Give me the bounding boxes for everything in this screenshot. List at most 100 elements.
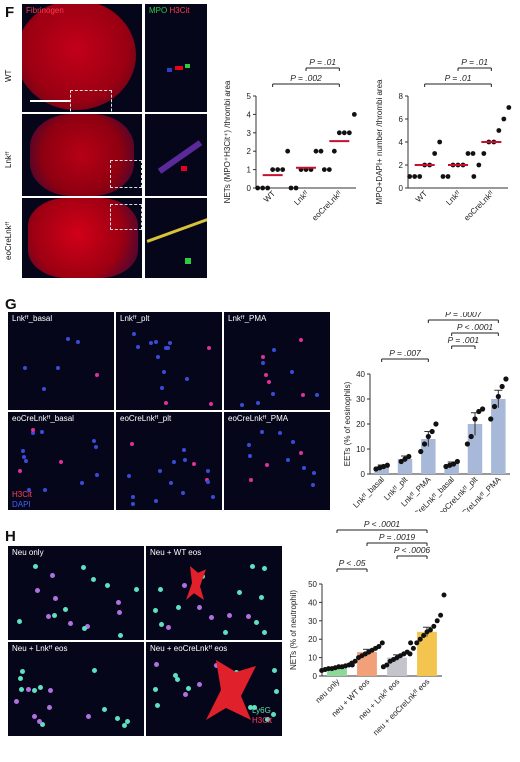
h-cell: [153, 608, 159, 614]
data-point: [476, 408, 482, 415]
h-cell: [155, 702, 161, 708]
g-cell: [271, 348, 276, 353]
data-point: [425, 433, 431, 440]
g-cell: [136, 345, 141, 349]
data-point: [414, 640, 420, 646]
data-point: [481, 151, 487, 156]
data-point: [472, 416, 478, 422]
data-point: [255, 185, 261, 191]
g-cell: [161, 369, 166, 374]
g-cell: [149, 340, 154, 345]
data-point: [265, 185, 271, 191]
h-cell: [45, 613, 51, 619]
x-tick-label: Lnkᶠᶠ: [292, 189, 310, 207]
data-point: [412, 174, 418, 179]
data-point: [499, 383, 505, 390]
g-cell: [17, 468, 22, 473]
data-point: [417, 636, 423, 642]
h-cell: [265, 716, 271, 722]
x-tick-label: Lnkᶠᶠ: [444, 189, 462, 207]
zoom-image-eocre: [145, 198, 207, 278]
data-point: [470, 151, 476, 156]
y-tick-label: 4: [399, 138, 404, 147]
g-cell: [205, 479, 210, 484]
g-cell: [91, 439, 96, 444]
g-image-label: Lnkᶠᶠ_basal: [12, 314, 53, 323]
significance-label: P = .001: [448, 335, 480, 345]
y-tick-label: 4: [247, 110, 252, 119]
data-point: [280, 167, 286, 172]
g-image-tile: Lnkᶠᶠ_plt: [116, 312, 222, 410]
data-point: [336, 130, 342, 136]
bar: [374, 466, 389, 474]
x-tick-label: neu + eoCreLnkᶠᶠ eos: [371, 677, 431, 737]
net-structure: [186, 566, 206, 600]
data-point: [431, 623, 437, 629]
data-point: [491, 403, 498, 410]
data-point: [464, 441, 470, 447]
h-cell: [48, 688, 54, 694]
h-cell: [153, 687, 159, 693]
h-image-label: Neu + WT eos: [150, 548, 202, 557]
data-point: [384, 662, 390, 668]
data-point: [421, 633, 427, 639]
data-point: [318, 148, 324, 154]
h-cell: [159, 621, 165, 627]
significance-label: P < .0001: [457, 322, 494, 332]
h-cell: [38, 684, 44, 690]
g-cell: [27, 488, 32, 493]
g-cell: [260, 429, 265, 434]
y-tick-label: 3: [247, 129, 252, 138]
data-point: [402, 456, 408, 462]
data-point: [450, 461, 457, 467]
g-cell: [315, 393, 320, 398]
h-cell: [253, 620, 259, 626]
h-cell: [185, 685, 191, 691]
h-cell: [259, 594, 265, 600]
data-point: [503, 376, 509, 382]
y-tick-label: 5: [247, 92, 252, 101]
data-point: [418, 448, 424, 455]
thrombus-image-lnk: [22, 114, 142, 196]
h-cell: [134, 586, 140, 592]
zoom-image-lnk: [145, 114, 207, 196]
g-cell: [76, 340, 81, 344]
g-cell: [211, 495, 216, 500]
data-point: [427, 627, 433, 633]
significance-label: P = .01: [461, 57, 488, 67]
data-point: [346, 130, 352, 136]
h-stain-label: H3Cit: [252, 716, 273, 725]
y-axis-label: MPO+DAPI+ number /thrombi area: [375, 79, 384, 204]
g-cell: [55, 366, 60, 371]
h-cell: [52, 613, 58, 619]
g-cell: [298, 338, 303, 343]
data-point: [384, 462, 390, 468]
h-cell: [26, 687, 31, 693]
h-image-tile: Neu only: [8, 546, 144, 640]
data-point: [321, 167, 327, 172]
g-cell: [256, 400, 260, 405]
h-image-tile: Neu + eoCreLnkᶠᶠ eos: [146, 642, 282, 736]
g-cell: [21, 455, 26, 460]
h-cell: [85, 713, 91, 719]
data-point: [471, 174, 477, 179]
y-tick-label: 0: [399, 184, 404, 193]
h-cell: [40, 722, 46, 728]
data-point: [465, 151, 471, 156]
g-cell: [291, 439, 296, 444]
g-cell: [247, 443, 252, 448]
g-cell: [167, 341, 172, 346]
g-cell: [79, 481, 84, 486]
significance-label: P = .0007: [445, 312, 482, 319]
h-stain-label: Ly6G: [252, 706, 271, 715]
g-image-tile: eoCreLnkᶠᶠ_plt: [116, 412, 222, 510]
g-cell: [39, 429, 44, 434]
h-cell: [248, 704, 254, 710]
data-point: [407, 651, 413, 657]
h-cell: [35, 587, 41, 593]
h-cell: [125, 718, 131, 724]
g-image-label: eoCreLnkᶠᶠ_plt: [120, 414, 172, 423]
data-point: [275, 167, 281, 172]
data-point: [501, 116, 507, 122]
y-axis-label: NETs (% of neutrophil): [289, 590, 298, 670]
